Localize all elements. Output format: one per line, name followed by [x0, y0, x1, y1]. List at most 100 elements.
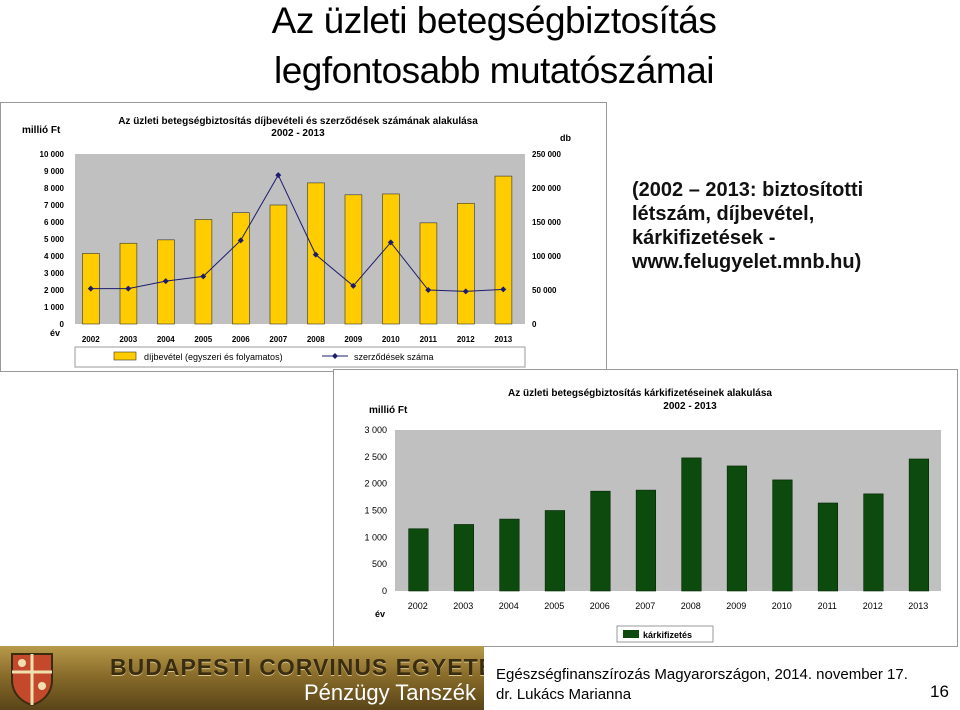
- department-name: Pénzügy Tanszék: [303, 680, 476, 705]
- y-tick-label-right: 100 000: [532, 252, 561, 261]
- x-tick-label: 2008: [681, 601, 701, 611]
- point-contracts: [425, 287, 432, 293]
- bar-premium: [457, 203, 475, 325]
- bar-claims: [772, 479, 793, 592]
- y-tick-label-right: 200 000: [532, 184, 561, 193]
- plot-area: [75, 154, 525, 324]
- legend-swatch-claims: [623, 630, 639, 638]
- bar-claims: [590, 490, 611, 592]
- chart-title: Az üzleti betegségbiztosítás díjbevételi…: [118, 116, 478, 127]
- slide-title-line1: Az üzleti betegségbiztosítás: [271, 0, 717, 41]
- point-contracts: [237, 237, 244, 244]
- legend-box: [616, 625, 714, 643]
- y-tick-label-right: 250 000: [532, 150, 561, 159]
- y-tick-label-left: 6 000: [44, 218, 65, 227]
- footer-author: dr. Lukács Marianna: [496, 686, 632, 703]
- bar-premium: [382, 193, 400, 325]
- chart-subtitle: 2002 - 2013: [663, 401, 717, 412]
- y-tick-label: 1 500: [364, 506, 387, 516]
- legend-label-contracts: szerződések száma: [354, 352, 434, 362]
- point-contracts: [200, 273, 207, 280]
- x-tick-label: 2003: [119, 335, 137, 344]
- x-tick-label: 2002: [82, 335, 100, 344]
- y-tick-label: 1 000: [364, 532, 387, 542]
- x-tick-label: 2010: [382, 335, 400, 344]
- legend-label-claims: kárkifizetés: [643, 630, 692, 640]
- point-contracts: [387, 239, 394, 246]
- bar-claims: [453, 524, 475, 592]
- y-tick-label-left: 1 000: [44, 303, 65, 312]
- y-tick-label-right: 150 000: [532, 218, 561, 227]
- y-tick-label-left: 8 000: [44, 184, 65, 193]
- y-tick-label-left: 9 000: [44, 167, 65, 176]
- y-tick-label: 3 000: [364, 425, 387, 435]
- x-tick-label: 2008: [307, 335, 325, 344]
- point-contracts: [500, 286, 507, 293]
- legend-marker-contracts: [332, 353, 338, 359]
- bar-premium: [232, 212, 250, 325]
- bar-premium: [119, 242, 138, 325]
- bar-premium: [344, 194, 363, 325]
- x-tick-label: 2009: [726, 601, 746, 611]
- x-tick-label: 2005: [194, 335, 212, 344]
- point-contracts: [87, 285, 94, 292]
- x-tick-label: 2006: [590, 601, 610, 611]
- bar-claims: [408, 528, 429, 592]
- y-tick-label: 500: [372, 559, 387, 569]
- y-tick-label-left: 0: [60, 320, 65, 329]
- line-contracts: [90, 174, 504, 292]
- legend-swatch-premium: [113, 351, 137, 361]
- y-tick-label-left: 4 000: [44, 252, 65, 261]
- university-name: BUDAPESTI CORVINUS EGYETEM: [110, 654, 484, 680]
- y-tick-label-left: 5 000: [44, 235, 65, 244]
- y-tick-label-right: 50 000: [532, 286, 557, 295]
- x-axis-label: év: [50, 328, 60, 338]
- bar-claims: [635, 489, 657, 592]
- x-tick-label: 2007: [635, 601, 655, 611]
- chart-title: Az üzleti betegségbiztosítás kárkifizeté…: [508, 388, 772, 399]
- point-contracts: [125, 285, 132, 292]
- x-tick-label: 2002: [408, 601, 428, 611]
- point-contracts: [162, 278, 169, 285]
- x-tick-label: 2011: [420, 335, 438, 344]
- source-note: (2002 – 2013: biztosítotti létszám, díjb…: [632, 178, 952, 274]
- plot-area: [395, 430, 941, 591]
- slide-title-line2: legfontosabb mutatószámai: [274, 50, 715, 91]
- source-note-line: (2002 – 2013: biztosítotti: [632, 179, 864, 201]
- y-axis-label: millió Ft: [369, 405, 408, 416]
- y-tick-label-left: 3 000: [44, 269, 65, 278]
- premium-contracts-chart: Az üzleti betegségbiztosítás díjbevételi…: [0, 102, 607, 372]
- x-tick-label: 2012: [457, 335, 475, 344]
- y-tick-label-left: 10 000: [40, 150, 65, 159]
- x-tick-label: 2012: [863, 601, 883, 611]
- bar-claims: [863, 493, 884, 592]
- source-note-line: létszám, díjbevétel,: [632, 203, 815, 225]
- point-contracts: [312, 251, 319, 258]
- claims-chart: Az üzleti betegségbiztosítás kárkifizeté…: [333, 369, 958, 647]
- y-tick-label-right: 0: [532, 320, 537, 329]
- page-number: 16: [930, 682, 949, 701]
- bar-claims: [544, 510, 566, 592]
- x-tick-label: 2013: [908, 601, 928, 611]
- footer-event: Egészségfinanszírozás Magyarországon, 20…: [496, 666, 908, 683]
- legend-label-premium: díjbevétel (egyszeri és folyamatos): [144, 352, 283, 362]
- x-tick-label: 2005: [544, 601, 564, 611]
- university-banner: BUDAPESTI CORVINUS EGYETEM Pénzügy Tansz…: [0, 646, 484, 710]
- y-tick-label-left: 7 000: [44, 201, 65, 210]
- bar-premium: [419, 222, 438, 325]
- x-tick-label: 2010: [772, 601, 792, 611]
- bar-claims: [499, 518, 520, 592]
- x-tick-label: 2004: [157, 335, 175, 344]
- bar-claims: [817, 502, 839, 592]
- point-contracts: [275, 172, 282, 179]
- y-axis-label-left: millió Ft: [22, 125, 61, 136]
- bar-claims: [726, 465, 748, 592]
- x-tick-label: 2004: [499, 601, 519, 611]
- bar-premium: [494, 175, 513, 325]
- bar-premium: [194, 219, 213, 325]
- legend-box: [74, 346, 526, 368]
- point-contracts: [350, 282, 357, 289]
- y-axis-label-right: db: [560, 133, 571, 143]
- x-axis-label: év: [375, 609, 385, 619]
- source-note-line: kárkifizetések -: [632, 227, 776, 249]
